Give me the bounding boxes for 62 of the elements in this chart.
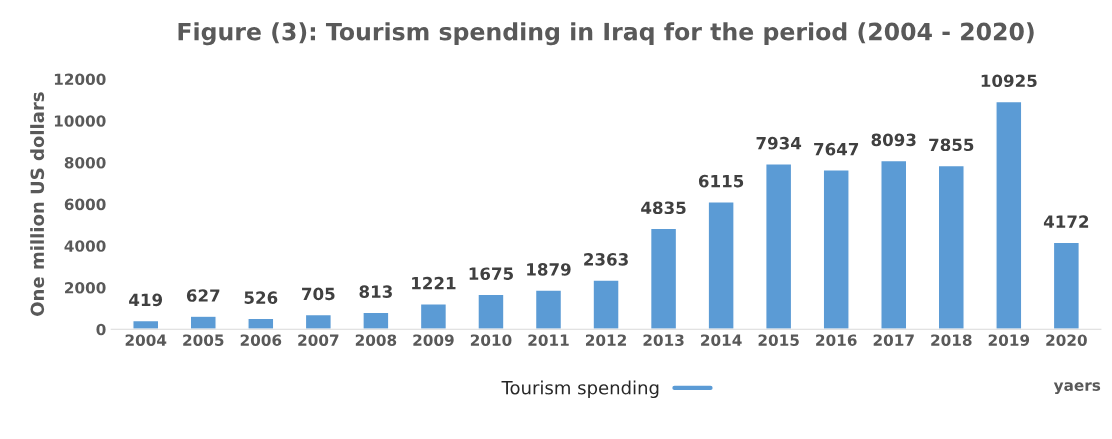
bar	[189, 315, 217, 330]
y-axis-title: One million US dollars	[30, 92, 45, 316]
x-tick-label: 2019	[988, 334, 1030, 346]
data-label: 4835	[641, 201, 686, 215]
chart-title: Figure (3): Tourism spending in Iraq for the period (2004 - 2020)	[178, 22, 1034, 46]
data-label: 627	[186, 289, 220, 302]
bar	[707, 201, 735, 330]
x-tick-label: 2012	[585, 334, 626, 346]
y-tick-label: 10000	[54, 115, 106, 127]
x-tick-label: 2005	[183, 334, 224, 346]
x-tick-label: 2006	[240, 334, 282, 346]
bar	[419, 303, 448, 330]
x-tick-label: 2010	[470, 334, 512, 346]
data-label: 1879	[527, 263, 571, 276]
bar	[362, 311, 390, 330]
legend-label: Tourism spending	[501, 380, 659, 399]
bar	[247, 317, 275, 330]
bar	[937, 164, 965, 330]
bar	[1052, 241, 1080, 330]
x-tick-label: 2013	[643, 334, 684, 346]
data-label: 7855	[929, 138, 974, 152]
data-label: 813	[359, 285, 392, 298]
y-tick-label: 2000	[65, 282, 106, 294]
bar	[822, 169, 850, 330]
x-tick-label: 2018	[931, 334, 972, 346]
data-label: 7647	[814, 142, 859, 156]
y-tick-label: 0	[96, 323, 106, 336]
data-label: 705	[302, 287, 335, 301]
bar	[765, 163, 793, 330]
bar	[534, 289, 563, 330]
x-tick-label: 2011	[528, 334, 569, 346]
x-axis-title: yaers	[1053, 382, 1101, 395]
data-label: 6115	[698, 174, 744, 188]
x-tick-label: 2007	[298, 334, 339, 346]
bar	[132, 319, 160, 330]
data-label: 2363	[584, 253, 628, 266]
x-tick-label: 2017	[873, 334, 914, 346]
y-tick-label: 12000	[54, 73, 106, 86]
data-label: 419	[129, 293, 163, 307]
data-label: 7934	[756, 136, 802, 150]
data-label: 4172	[1043, 215, 1089, 228]
bar	[477, 293, 505, 330]
x-tick-label: 2020	[1046, 334, 1087, 346]
x-tick-label: 2004	[125, 334, 167, 346]
y-tick-label: 8000	[64, 156, 106, 169]
bar	[995, 100, 1023, 330]
data-label: 10925	[981, 74, 1037, 88]
data-label: 526	[244, 291, 278, 304]
bar	[649, 227, 678, 330]
data-label: 1221	[412, 276, 456, 290]
bar	[592, 279, 620, 330]
y-tick-label: 4000	[64, 240, 106, 252]
data-label: 8093	[871, 133, 916, 147]
y-tick-label: 6000	[64, 198, 106, 211]
x-tick-label: 2014	[701, 334, 742, 346]
data-label: 1675	[469, 267, 513, 280]
x-tick-label: 2008	[355, 334, 397, 346]
bar	[880, 159, 908, 330]
bar	[304, 313, 332, 330]
x-tick-label: 2009	[413, 334, 454, 346]
x-tick-label: 2015	[758, 334, 799, 346]
x-tick-label: 2016	[816, 334, 857, 346]
